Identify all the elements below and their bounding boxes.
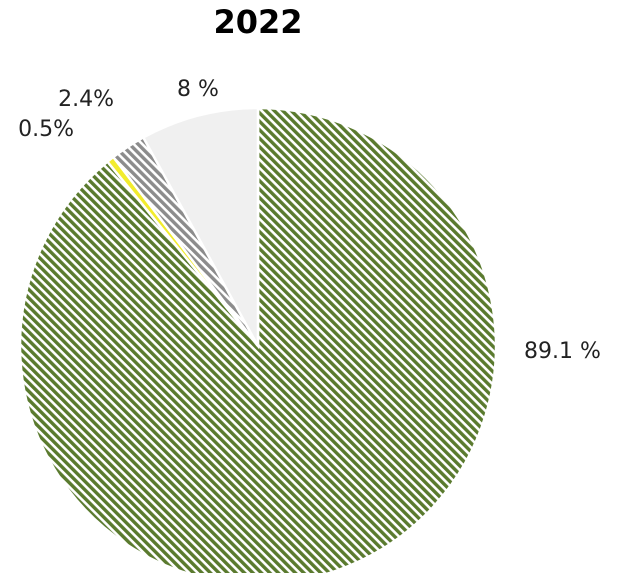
pie-slice-light — [141, 106, 260, 347]
data-label-yellow: 0.5% — [18, 117, 74, 142]
data-label-light: 8 % — [177, 77, 219, 102]
pie-slices — [18, 106, 498, 573]
chart-title: 2022 — [213, 3, 302, 41]
data-label-green: 89.1 % — [524, 339, 601, 364]
pie-data-labels: 89.1 % 0.5% 2.4% 8 % — [18, 77, 601, 364]
data-label-gray: 2.4% — [58, 87, 114, 112]
